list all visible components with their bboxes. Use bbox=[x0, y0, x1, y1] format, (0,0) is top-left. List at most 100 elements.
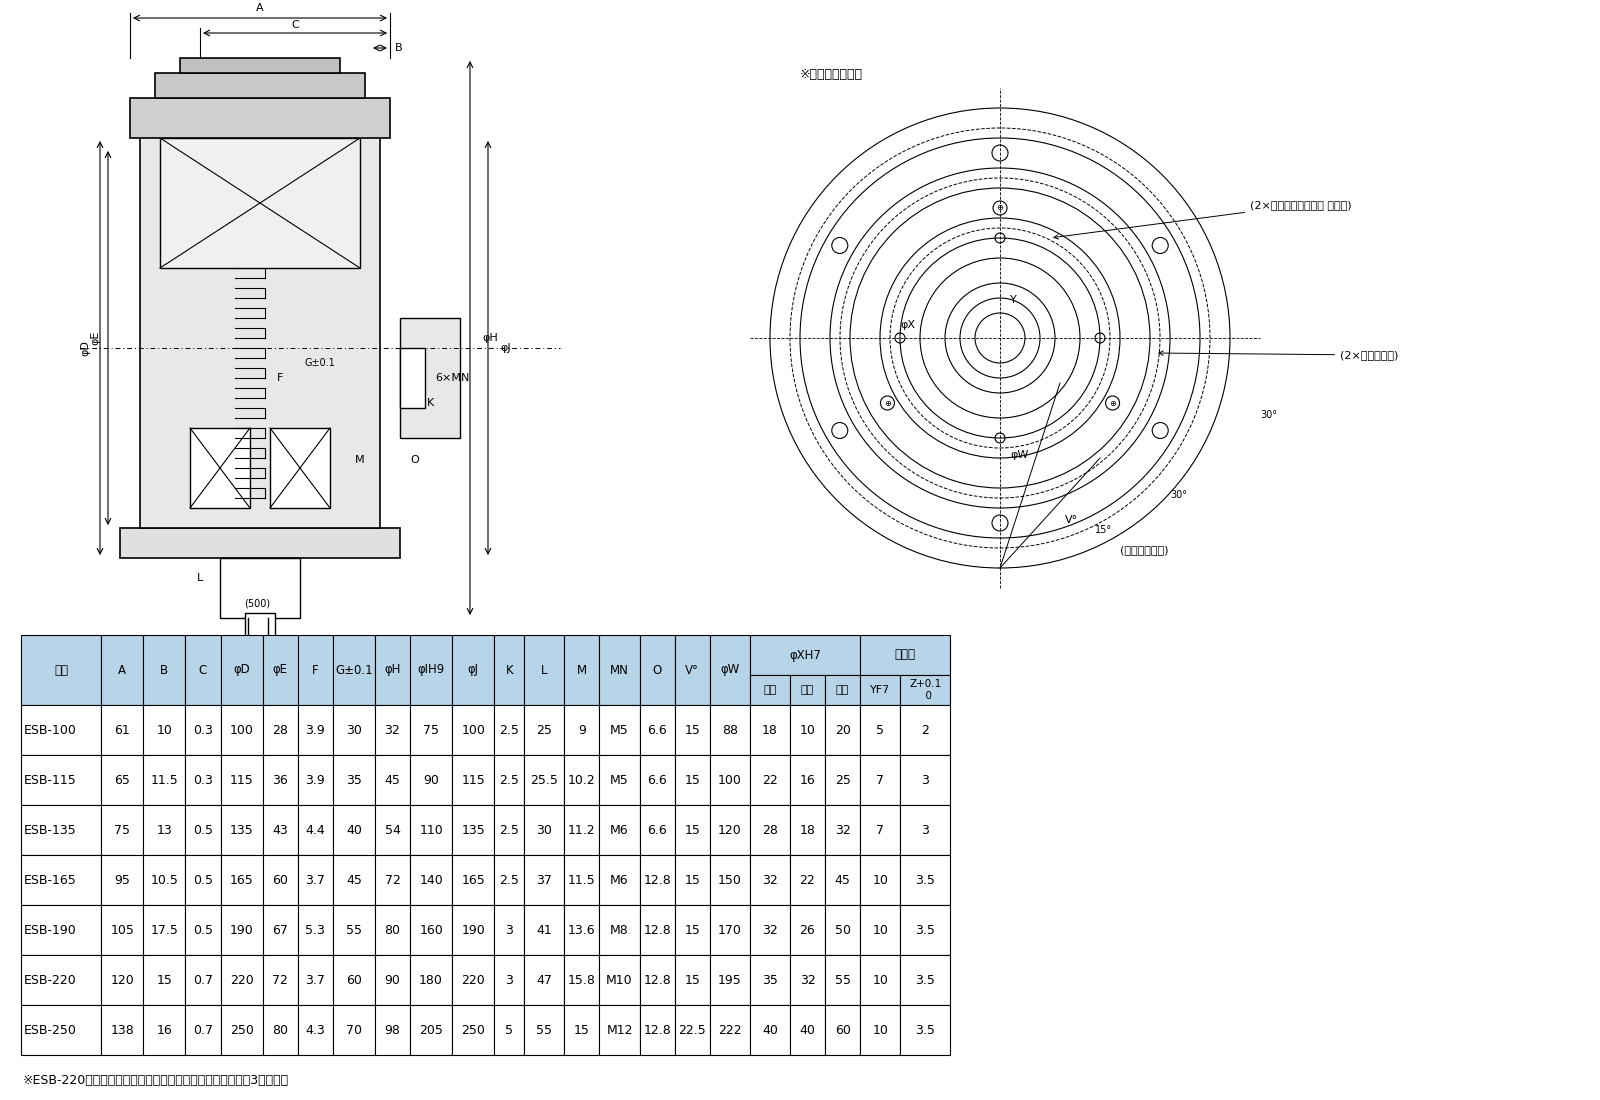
Bar bbox=[710, 805, 750, 855]
Bar bbox=[221, 955, 262, 1005]
Text: 60: 60 bbox=[346, 974, 362, 987]
Text: 70: 70 bbox=[346, 1023, 362, 1036]
Bar bbox=[565, 955, 600, 1005]
Text: M5: M5 bbox=[610, 724, 629, 737]
Text: A: A bbox=[256, 3, 264, 13]
Bar bbox=[675, 805, 710, 855]
Bar bbox=[179, 58, 339, 73]
Text: 100: 100 bbox=[230, 724, 253, 737]
Text: 140: 140 bbox=[419, 873, 443, 887]
Text: 195: 195 bbox=[718, 974, 742, 987]
Text: 3.5: 3.5 bbox=[915, 974, 936, 987]
Text: O: O bbox=[411, 455, 419, 465]
Text: 3.9: 3.9 bbox=[306, 773, 325, 786]
Bar bbox=[144, 905, 186, 955]
Text: 222: 222 bbox=[718, 1023, 742, 1036]
Text: 65: 65 bbox=[114, 773, 130, 786]
Text: 36: 36 bbox=[272, 773, 288, 786]
Text: ESB-100: ESB-100 bbox=[24, 724, 77, 737]
Text: 135: 135 bbox=[230, 824, 253, 836]
Text: ESB-135: ESB-135 bbox=[24, 824, 77, 836]
Text: 11.2: 11.2 bbox=[568, 824, 595, 836]
Text: M8: M8 bbox=[610, 924, 629, 936]
Text: 0.7: 0.7 bbox=[194, 1023, 213, 1036]
Text: 30°: 30° bbox=[1261, 410, 1277, 420]
Text: 120: 120 bbox=[718, 824, 742, 836]
Text: 最小: 最小 bbox=[802, 685, 814, 695]
Text: 190: 190 bbox=[461, 924, 485, 936]
Text: 12.8: 12.8 bbox=[643, 974, 670, 987]
Bar bbox=[494, 755, 525, 805]
Bar bbox=[861, 905, 901, 955]
Bar bbox=[21, 755, 101, 805]
Bar bbox=[101, 805, 144, 855]
Bar bbox=[21, 955, 101, 1005]
Text: 43: 43 bbox=[272, 824, 288, 836]
Text: 98: 98 bbox=[384, 1023, 400, 1036]
Text: M12: M12 bbox=[606, 1023, 632, 1036]
Text: 180: 180 bbox=[419, 974, 443, 987]
Bar bbox=[710, 855, 750, 905]
Text: 32: 32 bbox=[835, 824, 851, 836]
Text: B: B bbox=[395, 43, 403, 53]
Bar bbox=[826, 1005, 861, 1055]
Text: G±0.1: G±0.1 bbox=[304, 358, 336, 368]
Text: 10: 10 bbox=[872, 974, 888, 987]
Bar bbox=[333, 805, 374, 855]
Bar bbox=[861, 805, 901, 855]
Bar bbox=[790, 755, 826, 805]
Bar bbox=[221, 805, 262, 855]
Bar bbox=[640, 805, 675, 855]
Text: φX: φX bbox=[899, 320, 915, 330]
Text: M: M bbox=[578, 663, 587, 676]
Text: φD: φD bbox=[80, 340, 90, 356]
Bar bbox=[640, 635, 675, 705]
Bar bbox=[21, 635, 101, 705]
Bar bbox=[675, 905, 710, 955]
Text: L: L bbox=[541, 663, 547, 676]
Text: (2×ギャップ調整ネジ 通し穴): (2×ギャップ調整ネジ 通し穴) bbox=[1054, 200, 1352, 239]
Text: B: B bbox=[160, 663, 168, 676]
Bar bbox=[333, 755, 374, 805]
Text: 75: 75 bbox=[114, 824, 130, 836]
Text: φE: φE bbox=[90, 331, 99, 345]
Bar bbox=[790, 705, 826, 755]
Text: 54: 54 bbox=[384, 824, 400, 836]
Bar bbox=[826, 855, 861, 905]
Bar bbox=[565, 635, 600, 705]
Text: 80: 80 bbox=[272, 1023, 288, 1036]
Bar bbox=[101, 955, 144, 1005]
Bar bbox=[826, 705, 861, 755]
Text: 10.5: 10.5 bbox=[150, 873, 178, 887]
Bar bbox=[374, 905, 410, 955]
Text: 0.5: 0.5 bbox=[194, 873, 213, 887]
Text: 135: 135 bbox=[461, 824, 485, 836]
Bar bbox=[186, 705, 221, 755]
Bar bbox=[270, 428, 330, 508]
Bar bbox=[298, 635, 333, 705]
Text: 250: 250 bbox=[461, 1023, 485, 1036]
Bar bbox=[790, 855, 826, 905]
Text: 25: 25 bbox=[835, 773, 851, 786]
Text: 10: 10 bbox=[872, 924, 888, 936]
Circle shape bbox=[994, 201, 1006, 214]
Text: 5: 5 bbox=[506, 1023, 514, 1036]
Bar bbox=[21, 705, 101, 755]
Bar bbox=[262, 755, 298, 805]
Bar bbox=[144, 855, 186, 905]
Bar bbox=[901, 705, 950, 755]
Text: 35: 35 bbox=[762, 974, 778, 987]
Bar bbox=[410, 955, 453, 1005]
Bar bbox=[144, 1005, 186, 1055]
Text: (リード線角度): (リード線角度) bbox=[1120, 544, 1168, 556]
Text: 標準径: 標準径 bbox=[894, 649, 915, 661]
Text: 6.6: 6.6 bbox=[648, 773, 667, 786]
Bar bbox=[710, 705, 750, 755]
Bar bbox=[186, 855, 221, 905]
Bar bbox=[186, 755, 221, 805]
Bar bbox=[186, 805, 221, 855]
Bar bbox=[453, 855, 494, 905]
Bar bbox=[374, 855, 410, 905]
Bar bbox=[101, 905, 144, 955]
Bar bbox=[861, 1005, 901, 1055]
